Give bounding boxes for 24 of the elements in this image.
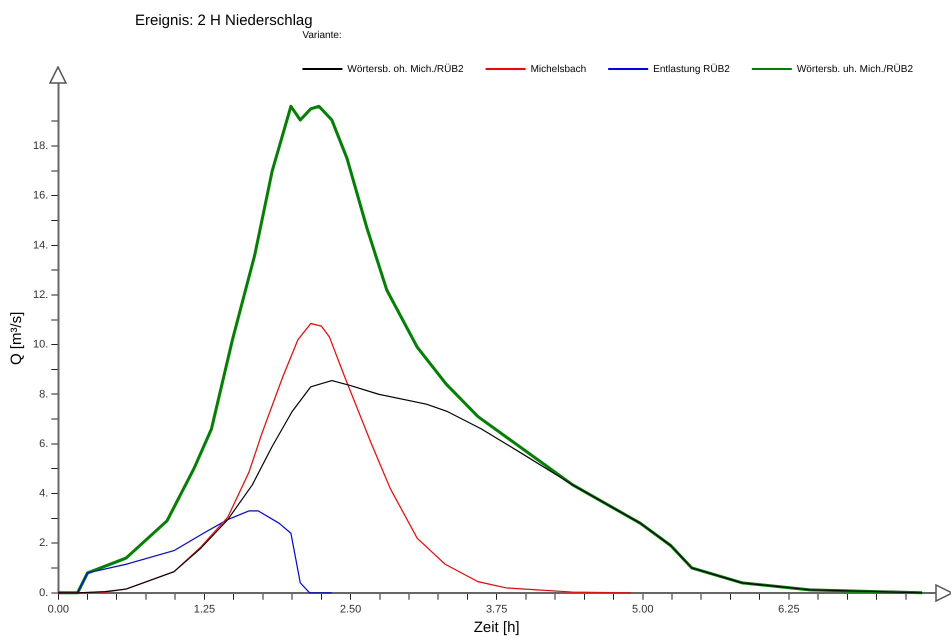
y-tick-label: 10. [32,338,48,351]
y-tick-label: 2. [39,537,48,550]
x-tick-label: 5.00 [632,603,654,616]
y-tick-label: 18. [32,140,48,152]
y-tick-label: 8. [39,388,48,400]
y-tick-label: 16. [32,190,48,202]
legend-label: Wörtersb. uh. Mich./RÜB2 [796,62,914,75]
y-tick-label: 14. [32,239,48,252]
legend-label: Entlastung RÜB2 [653,62,730,75]
legend-label: Wörtersb. oh. Mich./RÜB2 [347,62,464,75]
x-tick-label: 6.25 [778,603,800,616]
y-axis-title: Q [m³/s] [8,312,26,366]
chart-title: Ereignis: 2 H Niederschlag [135,12,313,29]
x-tick-label: 0.00 [48,603,69,616]
x-tick-label: 1.25 [194,603,216,616]
y-tick-label: 12. [32,288,48,301]
y-tick-label: 4. [39,488,48,500]
legend-title: Variante: [302,30,342,41]
y-tick-label: 6. [39,438,48,450]
x-tick-label: 3.75 [486,603,508,616]
x-axis-title: Zeit [h] [474,619,520,636]
x-tick-label: 2.50 [340,603,362,616]
legend-label: Michelsbach [530,64,586,75]
y-tick-label: 0. [39,586,48,599]
